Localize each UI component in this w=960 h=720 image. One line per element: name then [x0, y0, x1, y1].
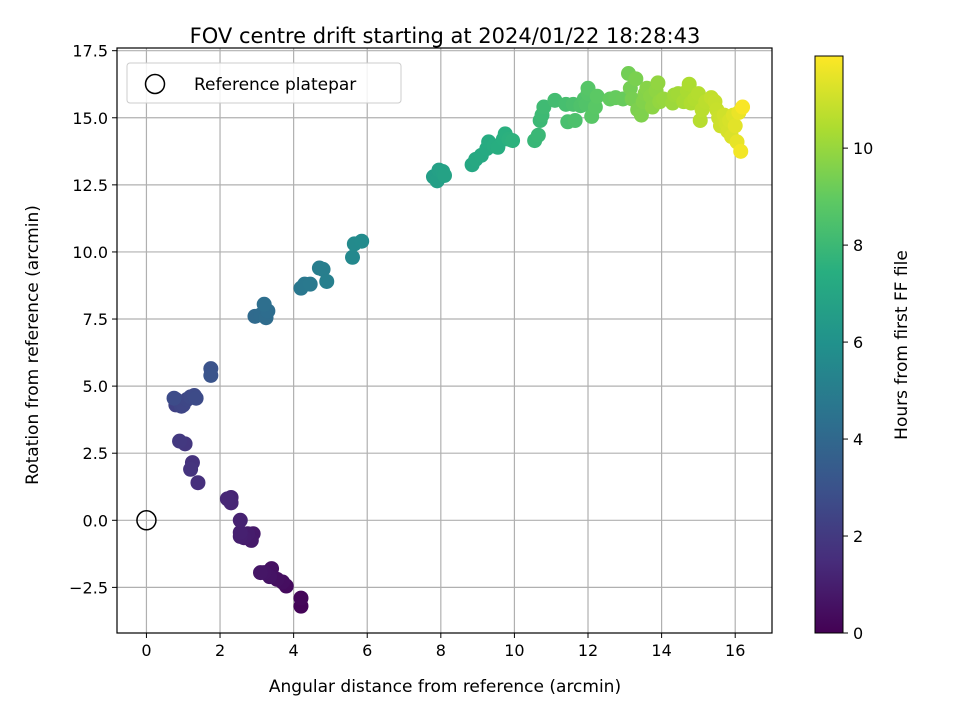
colorbar-tick-label: 0 [853, 624, 863, 643]
x-tick-label: 2 [215, 641, 225, 660]
data-point [681, 76, 697, 92]
y-tick-label: 15.0 [72, 109, 108, 128]
colorbar: 0 2 4 6 8 10 Hours from first FF file [814, 55, 912, 643]
data-point [232, 512, 248, 528]
grid [117, 48, 772, 633]
legend: Reference platepar [126, 62, 402, 104]
y-tick-label: 17.5 [72, 42, 108, 61]
data-point [172, 433, 188, 449]
y-tick-label: 12.5 [72, 176, 108, 195]
colorbar-label: Hours from first FF file [892, 250, 912, 440]
data-point [650, 75, 666, 91]
y-axis: −2.5 0.0 2.5 5.0 7.5 10.0 12.5 15.0 17.5 [69, 42, 117, 597]
legend-box [126, 62, 402, 104]
legend-marker [144, 73, 166, 95]
data-point [735, 99, 751, 115]
legend-label: Reference platepar [194, 75, 356, 95]
data-point [302, 276, 318, 292]
colorbar-tick-label: 4 [853, 430, 863, 449]
y-tick-label: 0.0 [83, 511, 108, 530]
data-points [166, 65, 751, 614]
x-axis-label: Angular distance from reference (arcmin) [269, 677, 621, 697]
data-point [188, 390, 204, 406]
data-point [727, 118, 743, 134]
plot-frame [116, 47, 773, 634]
data-point [253, 565, 269, 581]
colorbar-tick-label: 10 [853, 139, 873, 158]
data-point [219, 491, 235, 507]
colorbar-tick-label: 6 [853, 333, 863, 352]
colorbar-tick-label: 2 [853, 527, 863, 546]
x-axis: 0 2 4 6 8 10 12 14 16 [141, 633, 745, 660]
data-point [256, 296, 272, 312]
x-tick-label: 16 [725, 641, 745, 660]
data-point [232, 524, 248, 540]
data-point [628, 71, 644, 87]
data-point [190, 475, 206, 491]
data-point [530, 127, 546, 143]
x-tick-label: 12 [578, 641, 598, 660]
x-tick-label: 10 [504, 641, 524, 660]
colorbar-tick-label: 8 [853, 236, 863, 255]
data-point [589, 88, 605, 104]
x-tick-label: 6 [362, 641, 372, 660]
data-point [733, 143, 749, 159]
y-tick-label: 10.0 [72, 243, 108, 262]
x-tick-label: 0 [141, 641, 151, 660]
chart-title: FOV centre drift starting at 2024/01/22 … [190, 24, 701, 48]
data-point [567, 112, 583, 128]
reference-marker [136, 510, 157, 531]
data-point [536, 99, 552, 115]
colorbar-ticks: 0 2 4 6 8 10 [843, 139, 873, 643]
x-tick-label: 14 [651, 641, 671, 660]
data-point [345, 249, 361, 265]
y-tick-label: 7.5 [83, 310, 108, 329]
data-point [354, 233, 370, 249]
x-tick-label: 4 [289, 641, 299, 660]
colorbar-gradient [814, 55, 844, 634]
data-point [505, 133, 521, 149]
y-tick-label: 5.0 [83, 377, 108, 396]
data-point [203, 367, 219, 383]
data-point [166, 390, 182, 406]
data-point [633, 107, 649, 123]
data-point [315, 261, 331, 277]
data-point [293, 590, 309, 606]
y-axis-label: Rotation from reference (arcmin) [23, 205, 43, 485]
y-tick-label: −2.5 [69, 578, 108, 597]
data-point [437, 167, 452, 183]
x-tick-label: 8 [436, 641, 446, 660]
data-point [183, 461, 199, 477]
data-point [319, 273, 335, 289]
y-tick-label: 2.5 [83, 444, 108, 463]
